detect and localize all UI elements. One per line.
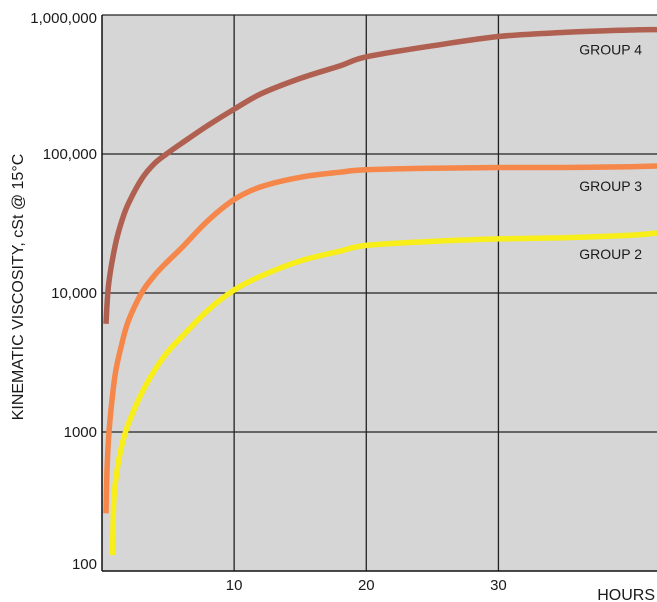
x-tick-label-1: 20 bbox=[358, 577, 375, 594]
y-axis-title: KINEMATIC VISCOSITY, cSt @ 15°C bbox=[10, 154, 27, 421]
series-labels: GROUP 4 GROUP 3 GROUP 2 bbox=[579, 42, 642, 262]
x-tick-label-0: 10 bbox=[226, 577, 243, 594]
series-line-group-4 bbox=[103, 26, 657, 324]
series-label-group-2: GROUP 2 bbox=[579, 246, 642, 262]
y-tick-label-3: 100,000 bbox=[43, 146, 97, 163]
series-line-group-2 bbox=[109, 230, 657, 556]
y-tick-label-4: 1,000,000 bbox=[30, 10, 97, 27]
tick-labels: 10 20 30 100 1000 10,000 100,000 1,000,000 bbox=[30, 10, 507, 594]
series-line-group-3 bbox=[103, 163, 657, 514]
y-tick-label-2: 10,000 bbox=[51, 285, 97, 302]
series-label-group-4: GROUP 4 bbox=[579, 42, 642, 58]
y-tick-label-1: 1000 bbox=[64, 424, 97, 441]
x-axis-title: HOURS bbox=[597, 587, 655, 602]
series-lines bbox=[103, 26, 657, 556]
x-tick-label-2: 30 bbox=[490, 577, 507, 594]
axes bbox=[101, 15, 657, 572]
series-label-group-3: GROUP 3 bbox=[579, 178, 642, 194]
y-tick-label-0: 100 bbox=[72, 556, 97, 573]
